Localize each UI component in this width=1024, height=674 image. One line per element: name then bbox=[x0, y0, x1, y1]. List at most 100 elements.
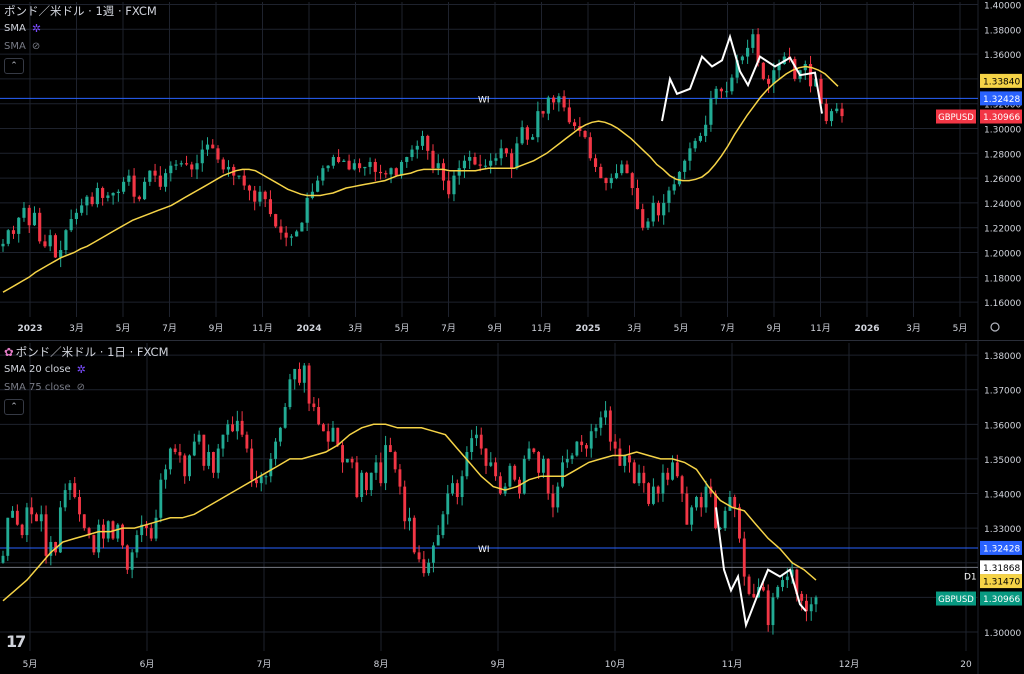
candle-body bbox=[651, 202, 655, 222]
candle-body bbox=[468, 157, 472, 161]
x-tick-label: 7月 bbox=[720, 323, 735, 334]
candle-body bbox=[11, 230, 16, 234]
candle-body bbox=[824, 103, 828, 122]
chevron-up-icon[interactable]: ⌃ bbox=[4, 399, 24, 415]
price-label-bg bbox=[980, 109, 1022, 124]
weekly-indicator-sma[interactable]: SMA ✲ bbox=[4, 20, 157, 38]
candle-body bbox=[374, 462, 378, 473]
weekly-chart-title[interactable]: ポンド／米ドル · 1週 · FXCM bbox=[4, 4, 157, 18]
eye-off-icon[interactable]: ⊘ bbox=[31, 41, 41, 52]
weekly-chart-pane[interactable]: 1.400001.380001.360001.340001.320001.300… bbox=[0, 0, 1024, 340]
daily-chart-title-row[interactable]: ✿ ポンド／米ドル · 1日 · FXCM bbox=[4, 343, 169, 361]
x-tick-label: 10月 bbox=[605, 659, 625, 670]
candle-body bbox=[195, 163, 199, 170]
candle-body bbox=[620, 164, 624, 174]
candle-body bbox=[15, 510, 19, 525]
price-label-bg bbox=[980, 574, 1022, 589]
candle-body bbox=[698, 135, 702, 141]
candle-body bbox=[532, 448, 536, 453]
daily-indicator-sma75[interactable]: SMA 75 close ⊘ bbox=[4, 379, 169, 397]
candle-body bbox=[284, 232, 288, 238]
candle-body bbox=[153, 170, 157, 176]
x-tick-label: 5月 bbox=[395, 323, 410, 334]
candle-body bbox=[766, 590, 770, 626]
candle-body bbox=[242, 175, 246, 186]
candle-body bbox=[211, 452, 215, 473]
candle-body bbox=[510, 153, 514, 169]
candle-body bbox=[719, 88, 723, 92]
y-tick-label: 1.16000 bbox=[984, 299, 1021, 309]
eye-off-icon[interactable]: ⊘ bbox=[76, 382, 86, 393]
zigzag-drawing bbox=[715, 507, 807, 629]
daily-indicator-sma20[interactable]: SMA 20 close ✲ bbox=[4, 361, 169, 379]
candle-body bbox=[350, 458, 354, 463]
candle-body bbox=[494, 462, 498, 477]
daily-chart-title: ポンド／米ドル · 1日 · FXCM bbox=[15, 345, 169, 359]
y-tick-label: 1.35000 bbox=[984, 456, 1021, 466]
candle-body bbox=[805, 600, 808, 612]
candle-body bbox=[283, 407, 287, 428]
candle-body bbox=[709, 98, 713, 125]
candle-body bbox=[97, 524, 101, 553]
x-tick-label: 3月 bbox=[906, 323, 921, 334]
candle-body bbox=[690, 507, 694, 525]
candle-body bbox=[478, 164, 482, 166]
candle-body bbox=[69, 219, 73, 231]
candle-body bbox=[247, 185, 252, 191]
x-tick-label: 2024 bbox=[296, 324, 321, 334]
candle-body bbox=[264, 476, 268, 478]
candle-body bbox=[623, 455, 627, 466]
candle-body bbox=[829, 111, 834, 122]
candle-body bbox=[635, 188, 640, 210]
zigzag-drawing bbox=[661, 33, 823, 122]
pane-divider[interactable] bbox=[0, 340, 1024, 341]
y-tick-label: 1.34000 bbox=[984, 491, 1021, 501]
x-tick-label: 11月 bbox=[531, 323, 551, 334]
x-tick-label: 9月 bbox=[767, 323, 782, 334]
candle-body bbox=[237, 175, 241, 177]
candle-body bbox=[417, 552, 421, 560]
candle-body bbox=[295, 231, 299, 237]
candle-body bbox=[632, 462, 636, 484]
candle-body bbox=[278, 427, 282, 442]
daily-candlestick-chart[interactable]: 1.38000 1.37000 1.36000 1.35000 1.34000 1.330… bbox=[0, 341, 1024, 674]
chevron-up-icon[interactable]: ⌃ bbox=[4, 58, 24, 74]
y-tick-label: 1.28000 bbox=[984, 150, 1021, 160]
price-label-bg bbox=[980, 540, 1022, 555]
candle-body bbox=[751, 34, 755, 48]
candle-body bbox=[551, 493, 555, 508]
weekly-candlestick-chart[interactable]: 1.400001.380001.360001.340001.320001.300… bbox=[0, 0, 1024, 340]
y-tick-label: 1.24000 bbox=[984, 200, 1021, 210]
candle-body bbox=[337, 157, 341, 162]
candle-body bbox=[427, 562, 431, 574]
candle-body bbox=[781, 580, 784, 587]
candle-body bbox=[121, 524, 124, 546]
candle-body bbox=[714, 88, 718, 99]
candle-body bbox=[752, 593, 756, 598]
candle-body bbox=[483, 165, 487, 167]
x-tick-label: 3月 bbox=[348, 323, 363, 334]
weekly-indicator-sma-hidden[interactable]: SMA ⊘ bbox=[4, 38, 157, 56]
y-tick-label: 1.32000 bbox=[984, 101, 1021, 111]
y-tick-label: 1.33000 bbox=[984, 525, 1021, 535]
candle-body bbox=[326, 431, 330, 442]
x-tick-label: 3月 bbox=[69, 323, 84, 334]
candle-body bbox=[504, 148, 508, 154]
x-tick-label: 11月 bbox=[252, 323, 272, 334]
daily-chart-pane[interactable]: 1.38000 1.37000 1.36000 1.35000 1.34000 1.330… bbox=[0, 341, 1024, 674]
candle-body bbox=[420, 135, 425, 146]
gear-icon[interactable]: ✲ bbox=[31, 22, 42, 35]
candle-body bbox=[384, 173, 388, 175]
candle-body bbox=[164, 469, 168, 480]
candle-body bbox=[379, 462, 383, 484]
gear-icon[interactable]: ✲ bbox=[76, 363, 86, 376]
candle-body bbox=[499, 148, 503, 159]
candle-body bbox=[785, 576, 789, 581]
candle-body bbox=[140, 524, 144, 536]
candle-body bbox=[44, 514, 48, 556]
candle-body bbox=[200, 149, 204, 164]
candle-body bbox=[269, 458, 273, 477]
daily-legend: ✿ ポンド／米ドル · 1日 · FXCM SMA 20 close ✲ SMA … bbox=[4, 343, 169, 415]
tradingview-logo-icon[interactable]: 17 bbox=[6, 632, 26, 651]
candle-body bbox=[725, 91, 729, 93]
